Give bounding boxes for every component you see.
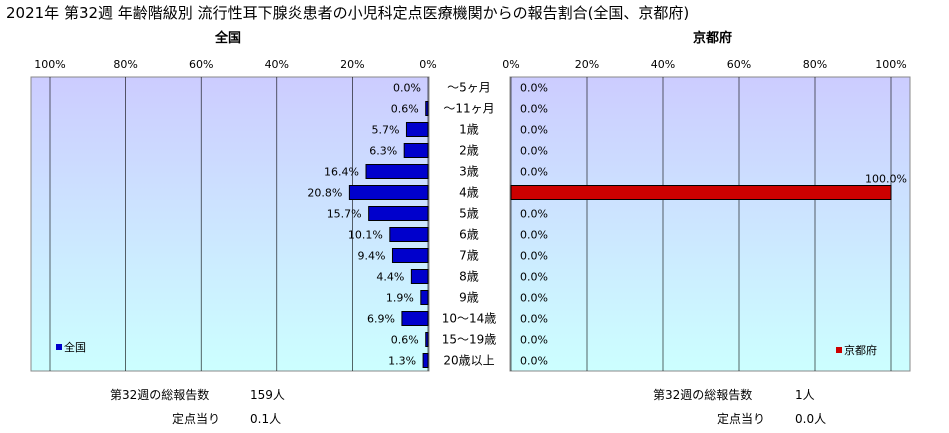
age-category-label: 4歳 xyxy=(459,186,479,200)
national-data-label: 5.7% xyxy=(372,124,400,137)
national-bar xyxy=(420,290,429,305)
national-data-label: 9.4% xyxy=(358,250,386,263)
national-bar xyxy=(365,164,429,179)
kyoto-per-label: 定点当り xyxy=(717,412,766,426)
national-panel-title: 全国 xyxy=(215,31,242,46)
national-per-label: 定点当り xyxy=(172,412,221,426)
kyoto-tick-label: 40% xyxy=(651,58,675,71)
age-category-label: 10～14歳 xyxy=(442,312,497,326)
national-data-label: 16.4% xyxy=(324,166,359,179)
kyoto-data-label: 0.0% xyxy=(520,166,548,179)
kyoto-data-label: 0.0% xyxy=(520,250,548,263)
kyoto-data-label: 0.0% xyxy=(520,124,548,137)
national-total-value: 159人 xyxy=(250,388,285,402)
age-category-label: ～5ヶ月 xyxy=(447,81,491,95)
kyoto-data-label: 0.0% xyxy=(520,103,548,116)
kyoto-legend-label: 京都府 xyxy=(844,343,877,357)
national-per-value: 0.1人 xyxy=(250,412,282,426)
national-tick-label: 100% xyxy=(34,58,65,71)
kyoto-per-value: 0.0人 xyxy=(795,412,827,426)
national-data-label: 10.1% xyxy=(348,229,383,242)
national-data-label: 0.6% xyxy=(391,334,419,347)
kyoto-data-label: 0.0% xyxy=(520,313,548,326)
kyoto-plot-area xyxy=(509,76,911,372)
national-data-label: 6.3% xyxy=(369,145,397,158)
national-data-label: 1.3% xyxy=(388,355,416,368)
kyoto-legend-swatch xyxy=(836,347,842,353)
kyoto-panel-title: 京都府 xyxy=(693,31,733,46)
kyoto-bar xyxy=(510,185,892,200)
national-bar xyxy=(422,353,429,368)
kyoto-total-value: 1人 xyxy=(795,388,815,402)
national-data-label: 15.7% xyxy=(327,208,362,221)
national-legend-label: 全国 xyxy=(64,340,86,354)
kyoto-tick-label: 100% xyxy=(875,58,906,71)
national-plot-area xyxy=(30,76,430,372)
national-bar xyxy=(410,269,429,284)
national-tick-label: 60% xyxy=(189,58,213,71)
kyoto-data-label: 0.0% xyxy=(520,355,548,368)
national-bar xyxy=(348,185,429,200)
national-total-label: 第32週の総報告数 xyxy=(110,388,210,402)
national-legend-swatch xyxy=(56,344,62,350)
national-data-label: 6.9% xyxy=(367,313,395,326)
age-category-label: 1歳 xyxy=(459,123,479,137)
age-category-label: 3歳 xyxy=(459,165,479,179)
national-data-label: 0.6% xyxy=(391,103,419,116)
age-category-label: 9歳 xyxy=(459,291,479,305)
national-data-label: 0.0% xyxy=(393,82,421,95)
national-bar xyxy=(425,101,429,116)
national-bar xyxy=(391,248,429,263)
age-category-label: 8歳 xyxy=(459,270,479,284)
age-category-label: ～11ヶ月 xyxy=(443,102,494,116)
national-tick-label: 20% xyxy=(340,58,364,71)
age-category-label: 5歳 xyxy=(459,207,479,221)
kyoto-tick-label: 80% xyxy=(803,58,827,71)
kyoto-data-label: 0.0% xyxy=(520,292,548,305)
age-category-label: 2歳 xyxy=(459,144,479,158)
national-data-label: 1.9% xyxy=(386,292,414,305)
national-data-label: 20.8% xyxy=(307,187,342,200)
age-category-label: 6歳 xyxy=(459,228,479,242)
national-tick-label: 0% xyxy=(419,58,436,71)
kyoto-data-label: 0.0% xyxy=(520,229,548,242)
national-bar xyxy=(401,311,429,326)
kyoto-data-label: 0.0% xyxy=(520,334,548,347)
kyoto-tick-label: 0% xyxy=(502,58,519,71)
national-bar xyxy=(405,122,429,137)
kyoto-data-label: 0.0% xyxy=(520,145,548,158)
kyoto-data-label: 100.0% xyxy=(865,173,907,186)
age-category-label: 15～19歳 xyxy=(442,333,497,347)
national-tick-label: 40% xyxy=(265,58,289,71)
national-tick-label: 80% xyxy=(113,58,137,71)
national-data-label: 4.4% xyxy=(376,271,404,284)
national-bar xyxy=(425,332,429,347)
age-category-label: 20歳以上 xyxy=(443,354,494,368)
national-bar xyxy=(368,206,429,221)
national-bar xyxy=(403,143,429,158)
kyoto-data-label: 0.0% xyxy=(520,208,548,221)
chart-title: 2021年 第32週 年齢階級別 流行性耳下腺炎患者の小児科定点医療機関からの報… xyxy=(6,4,690,22)
kyoto-data-label: 0.0% xyxy=(520,82,548,95)
kyoto-total-label: 第32週の総報告数 xyxy=(653,388,753,402)
national-bar xyxy=(389,227,429,242)
kyoto-tick-label: 60% xyxy=(727,58,751,71)
age-category-label: 7歳 xyxy=(459,249,479,263)
kyoto-tick-label: 20% xyxy=(575,58,599,71)
kyoto-data-label: 0.0% xyxy=(520,271,548,284)
